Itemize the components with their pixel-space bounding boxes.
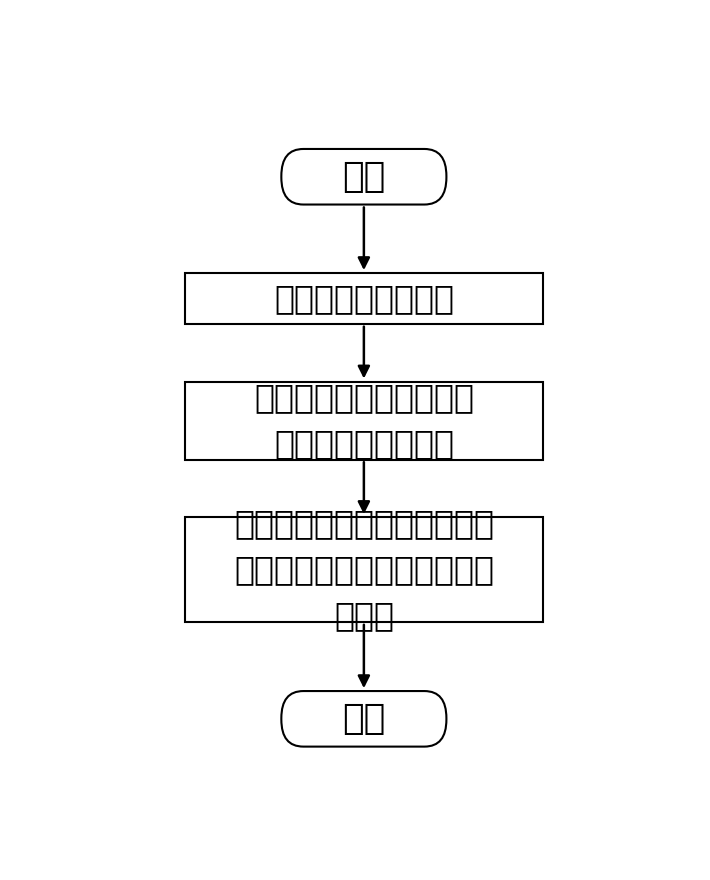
Text: 开始: 开始 [342,160,386,194]
Text: 求解模型，得到满足新能源消
纳要求的储能电站的选址及定
容结果: 求解模型，得到满足新能源消 纳要求的储能电站的选址及定 容结果 [234,507,494,632]
FancyBboxPatch shape [281,691,447,746]
Bar [185,274,542,324]
Bar [185,517,542,622]
Bar [185,382,542,459]
Text: 结束: 结束 [342,702,386,736]
FancyBboxPatch shape [281,149,447,204]
Text: 构建确定多类型储能选址
定容的联合规划模型: 构建确定多类型储能选址 定容的联合规划模型 [254,381,474,460]
Text: 从规划部门获得数据: 从规划部门获得数据 [274,282,454,315]
